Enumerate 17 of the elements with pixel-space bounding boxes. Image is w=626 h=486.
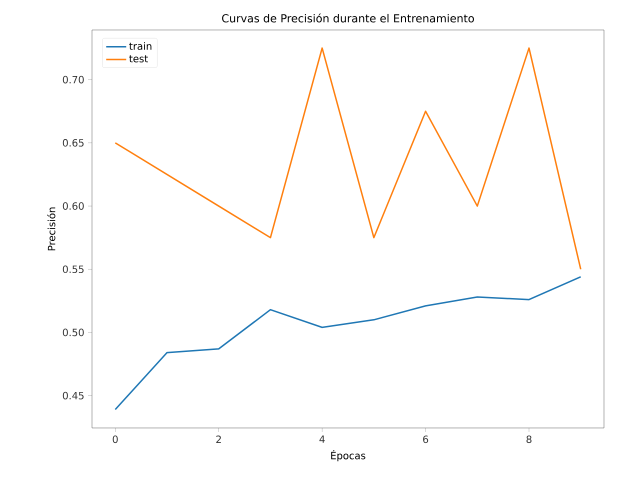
y-tick-label: 0.65 bbox=[62, 139, 84, 147]
x-tick-label: 0 bbox=[112, 436, 118, 444]
y-tick-label: 0.55 bbox=[62, 265, 84, 274]
y-axis-title: Precisión bbox=[47, 208, 56, 250]
y-tick-label: 0.45 bbox=[62, 392, 84, 400]
x-tick-label: 4 bbox=[319, 436, 325, 443]
x-tick-label: 8 bbox=[526, 436, 532, 444]
x-tick-label: 2 bbox=[216, 436, 221, 443]
legend-label: test bbox=[129, 55, 148, 62]
legend-label: train bbox=[129, 42, 152, 50]
x-tick-label: 6 bbox=[423, 436, 428, 444]
x-axis-title: Épocas bbox=[331, 450, 366, 462]
y-tick-label: 0.60 bbox=[62, 202, 84, 210]
y-tick-label: 0.70 bbox=[62, 76, 84, 84]
y-tick-label: 0.50 bbox=[62, 328, 84, 336]
chart-title: Curvas de Precisión durante el Entrenamiento bbox=[222, 14, 474, 22]
line-series bbox=[114, 276, 582, 410]
